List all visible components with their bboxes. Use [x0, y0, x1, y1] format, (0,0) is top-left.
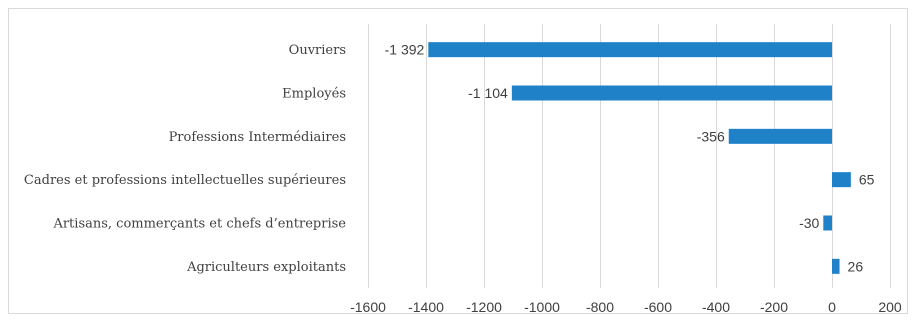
- bar-0: [428, 42, 832, 58]
- data-label: -1 392: [385, 42, 425, 58]
- chart-frame: [8, 8, 908, 314]
- x-tick-label: -400: [702, 299, 730, 315]
- x-tick-label: -1200: [466, 299, 502, 315]
- bar-4: [823, 215, 832, 231]
- category-label: Ouvriers: [289, 43, 346, 58]
- bar-3: [832, 172, 851, 188]
- data-label: 26: [848, 258, 864, 274]
- x-tick-label: -1600: [350, 299, 386, 315]
- x-tick-label: 200: [878, 299, 902, 315]
- category-label: Agriculteurs exploitants: [186, 260, 346, 275]
- data-label: -1 104: [468, 85, 508, 101]
- category-label: Cadres et professions intellectuelles su…: [24, 173, 346, 188]
- bar-5: [832, 258, 840, 274]
- bar-2: [728, 128, 832, 144]
- category-label: Employés: [282, 87, 346, 102]
- x-tick-label: -1400: [408, 299, 444, 315]
- data-label: 65: [859, 172, 875, 188]
- x-tick-label: 0: [828, 299, 836, 315]
- category-label: Professions Intermédiaires: [169, 130, 346, 145]
- x-tick-label: -200: [760, 299, 788, 315]
- data-label: -30: [799, 215, 819, 231]
- x-tick-label: -600: [644, 299, 672, 315]
- data-label: -356: [697, 128, 725, 144]
- x-tick-label: -800: [586, 299, 614, 315]
- x-tick-label: -1000: [524, 299, 560, 315]
- category-label: Artisans, commerçants et chefs d’entrepr…: [52, 217, 346, 232]
- bar-1: [511, 85, 832, 101]
